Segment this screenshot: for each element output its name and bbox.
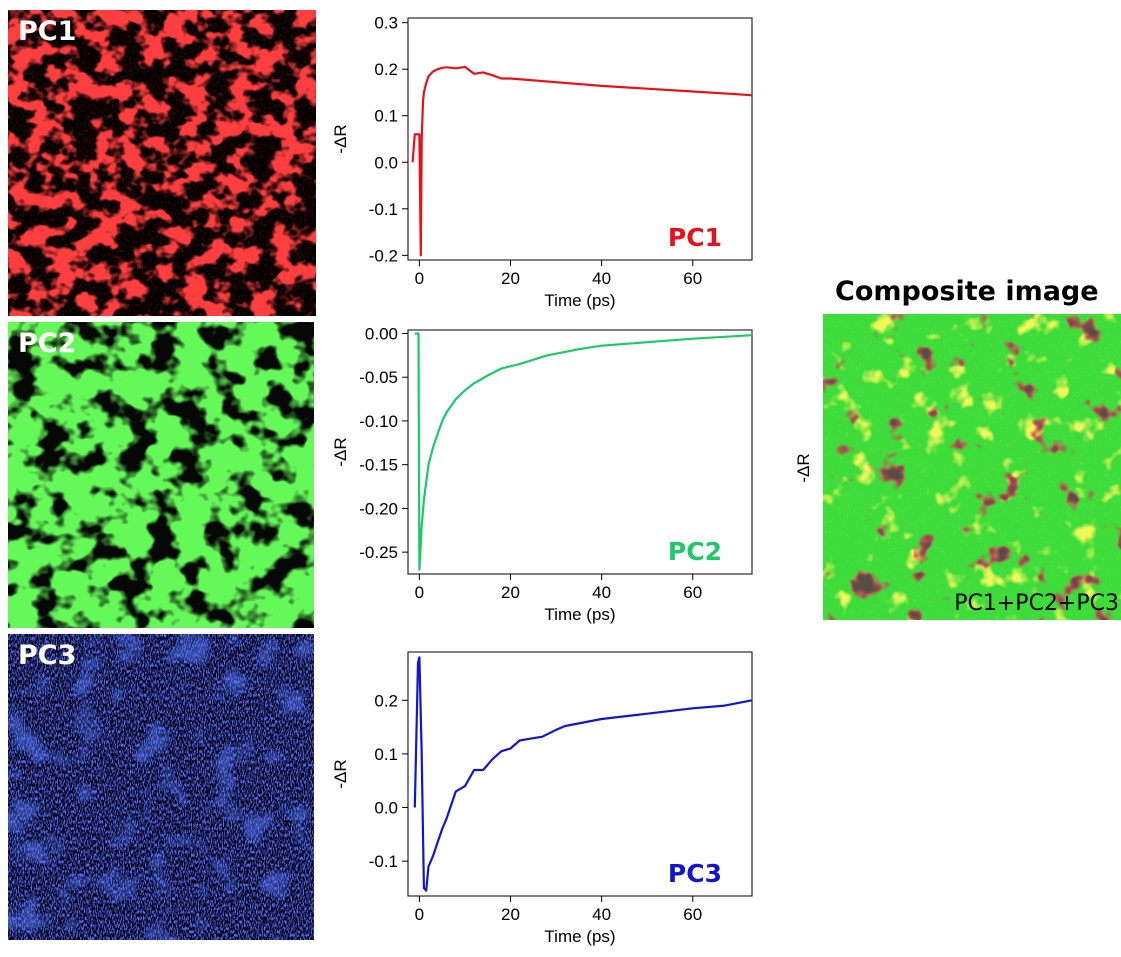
pc3-map: PC3 bbox=[8, 634, 314, 940]
plot-frame bbox=[407, 651, 753, 897]
x-tick-label: 40 bbox=[592, 905, 611, 924]
x-tick-label: 0 bbox=[415, 269, 424, 288]
series-annotation: PC3 bbox=[668, 859, 722, 888]
y-tick-label: -0.1 bbox=[369, 200, 398, 219]
y-tick-label: -0.10 bbox=[359, 412, 398, 431]
composite-ylabel: -ΔR bbox=[794, 453, 813, 483]
y-axis-label: -ΔR bbox=[331, 759, 350, 788]
y-axis-label: -ΔR bbox=[331, 437, 350, 466]
y-tick-label: 0.00 bbox=[365, 324, 398, 343]
pc3-chart: 0 20 40 60 -0.1 0.0 0.1 0.2 Time (ps) -ΔR PC3 bbox=[331, 651, 753, 946]
y-tick-label: -0.20 bbox=[359, 499, 398, 518]
x-axis-label: Time (ps) bbox=[544, 605, 615, 624]
x-axis-label: Time (ps) bbox=[544, 291, 615, 310]
y-tick-label: -0.05 bbox=[359, 368, 398, 387]
pc1-map-label: PC1 bbox=[18, 16, 77, 47]
series-annotation: PC2 bbox=[668, 537, 722, 566]
series-line-pc3 bbox=[413, 656, 753, 892]
pc2-map-image bbox=[8, 322, 314, 628]
x-tick-label: 0 bbox=[415, 905, 424, 924]
y-tick-label: -0.15 bbox=[359, 456, 398, 475]
y-tick-label: 0.1 bbox=[374, 107, 398, 126]
y-tick-label: -0.25 bbox=[359, 543, 398, 562]
y-tick-label: -0.1 bbox=[369, 852, 398, 871]
pc2-map: PC2 bbox=[8, 322, 314, 628]
pc3-map-label: PC3 bbox=[18, 640, 77, 671]
y-axis-label: -ΔR bbox=[331, 124, 350, 153]
y-tick-label: 0.3 bbox=[374, 14, 398, 33]
x-tick-label: 20 bbox=[501, 269, 520, 288]
series-line-pc1 bbox=[411, 65, 753, 257]
pc2-chart: 0 20 40 60 -0.25 -0.20 -0.15 -0.10 -0.05 0.00 Time… bbox=[331, 324, 753, 624]
series-line-pc2 bbox=[414, 332, 753, 571]
y-tick-label: -0.2 bbox=[369, 246, 398, 265]
x-tick-label: 60 bbox=[683, 269, 702, 288]
y-tick-label: 0.2 bbox=[374, 60, 398, 79]
series-annotation: PC1 bbox=[668, 223, 722, 252]
plot-frame bbox=[407, 17, 753, 261]
x-tick-label: 60 bbox=[683, 905, 702, 924]
y-tick-label: 0.2 bbox=[374, 691, 398, 710]
composite-title: Composite image bbox=[835, 276, 1099, 307]
pc1-map: PC1 bbox=[8, 10, 316, 316]
x-tick-label: 40 bbox=[592, 583, 611, 602]
y-tick-label: 0.0 bbox=[374, 153, 398, 172]
pc3-map-image bbox=[8, 634, 314, 940]
x-tick-label: 20 bbox=[501, 583, 520, 602]
y-tick-label: 0.0 bbox=[374, 799, 398, 818]
x-axis-label: Time (ps) bbox=[544, 927, 615, 946]
x-tick-label: 0 bbox=[415, 583, 424, 602]
pc1-chart: 0 20 40 60 -0.2 -0.1 0.0 0.1 0.2 0.3 Time (ps) -ΔR P… bbox=[331, 14, 753, 310]
composite-map-image bbox=[823, 314, 1121, 620]
plot-frame bbox=[407, 329, 753, 575]
pc1-map-image bbox=[8, 10, 316, 316]
y-tick-label: 0.1 bbox=[374, 745, 398, 764]
composite-label: PC1+PC2+PC3 bbox=[954, 591, 1119, 616]
x-tick-label: 20 bbox=[501, 905, 520, 924]
composite-image: PC1+PC2+PC3 bbox=[823, 314, 1121, 620]
x-tick-label: 40 bbox=[592, 269, 611, 288]
x-tick-label: 60 bbox=[683, 583, 702, 602]
pc2-map-label: PC2 bbox=[18, 328, 77, 359]
